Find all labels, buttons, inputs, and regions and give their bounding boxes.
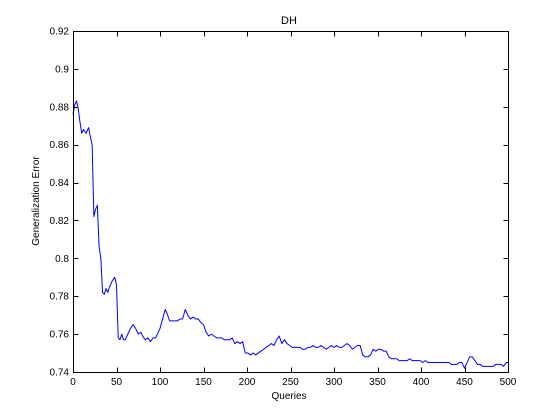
x-tick-label: 200 — [239, 377, 256, 388]
y-tick-label: 0.88 — [50, 102, 70, 113]
series-group — [72, 100, 508, 369]
x-tick-label: 400 — [413, 377, 430, 388]
x-tick-label: 0 — [70, 377, 76, 388]
y-tick-label: 0.84 — [50, 178, 70, 189]
y-tick-label: 0.86 — [50, 140, 70, 151]
y-tick-label: 0.82 — [50, 216, 70, 227]
y-tick-label: 0.92 — [50, 27, 70, 38]
x-tick-label: 450 — [456, 377, 473, 388]
y-tick-label: 0.9 — [55, 64, 69, 75]
y-tick-label: 0.78 — [50, 292, 70, 303]
axis-ticks: 0 50 100 150 200 250 300 350 400 450 500 0.74 0.76 0.… — [50, 27, 517, 389]
x-tick-label: 250 — [282, 377, 299, 388]
x-axis-label: Queries — [271, 391, 306, 402]
y-tick-label: 0.8 — [55, 254, 69, 265]
y-tick-label: 0.76 — [50, 330, 70, 341]
x-tick-label: 50 — [111, 377, 123, 388]
y-axis-label: Generalization Error — [31, 156, 42, 246]
plot-area-frame — [73, 31, 509, 373]
chart-title: DH — [281, 15, 297, 27]
y-tick-label: 0.74 — [50, 368, 70, 379]
x-tick-label: 300 — [326, 377, 343, 388]
x-tick-label: 150 — [195, 377, 212, 388]
x-tick-label: 100 — [152, 377, 169, 388]
x-tick-label: 350 — [369, 377, 386, 388]
error-series-line — [72, 100, 508, 369]
x-tick-label: 500 — [500, 377, 517, 388]
